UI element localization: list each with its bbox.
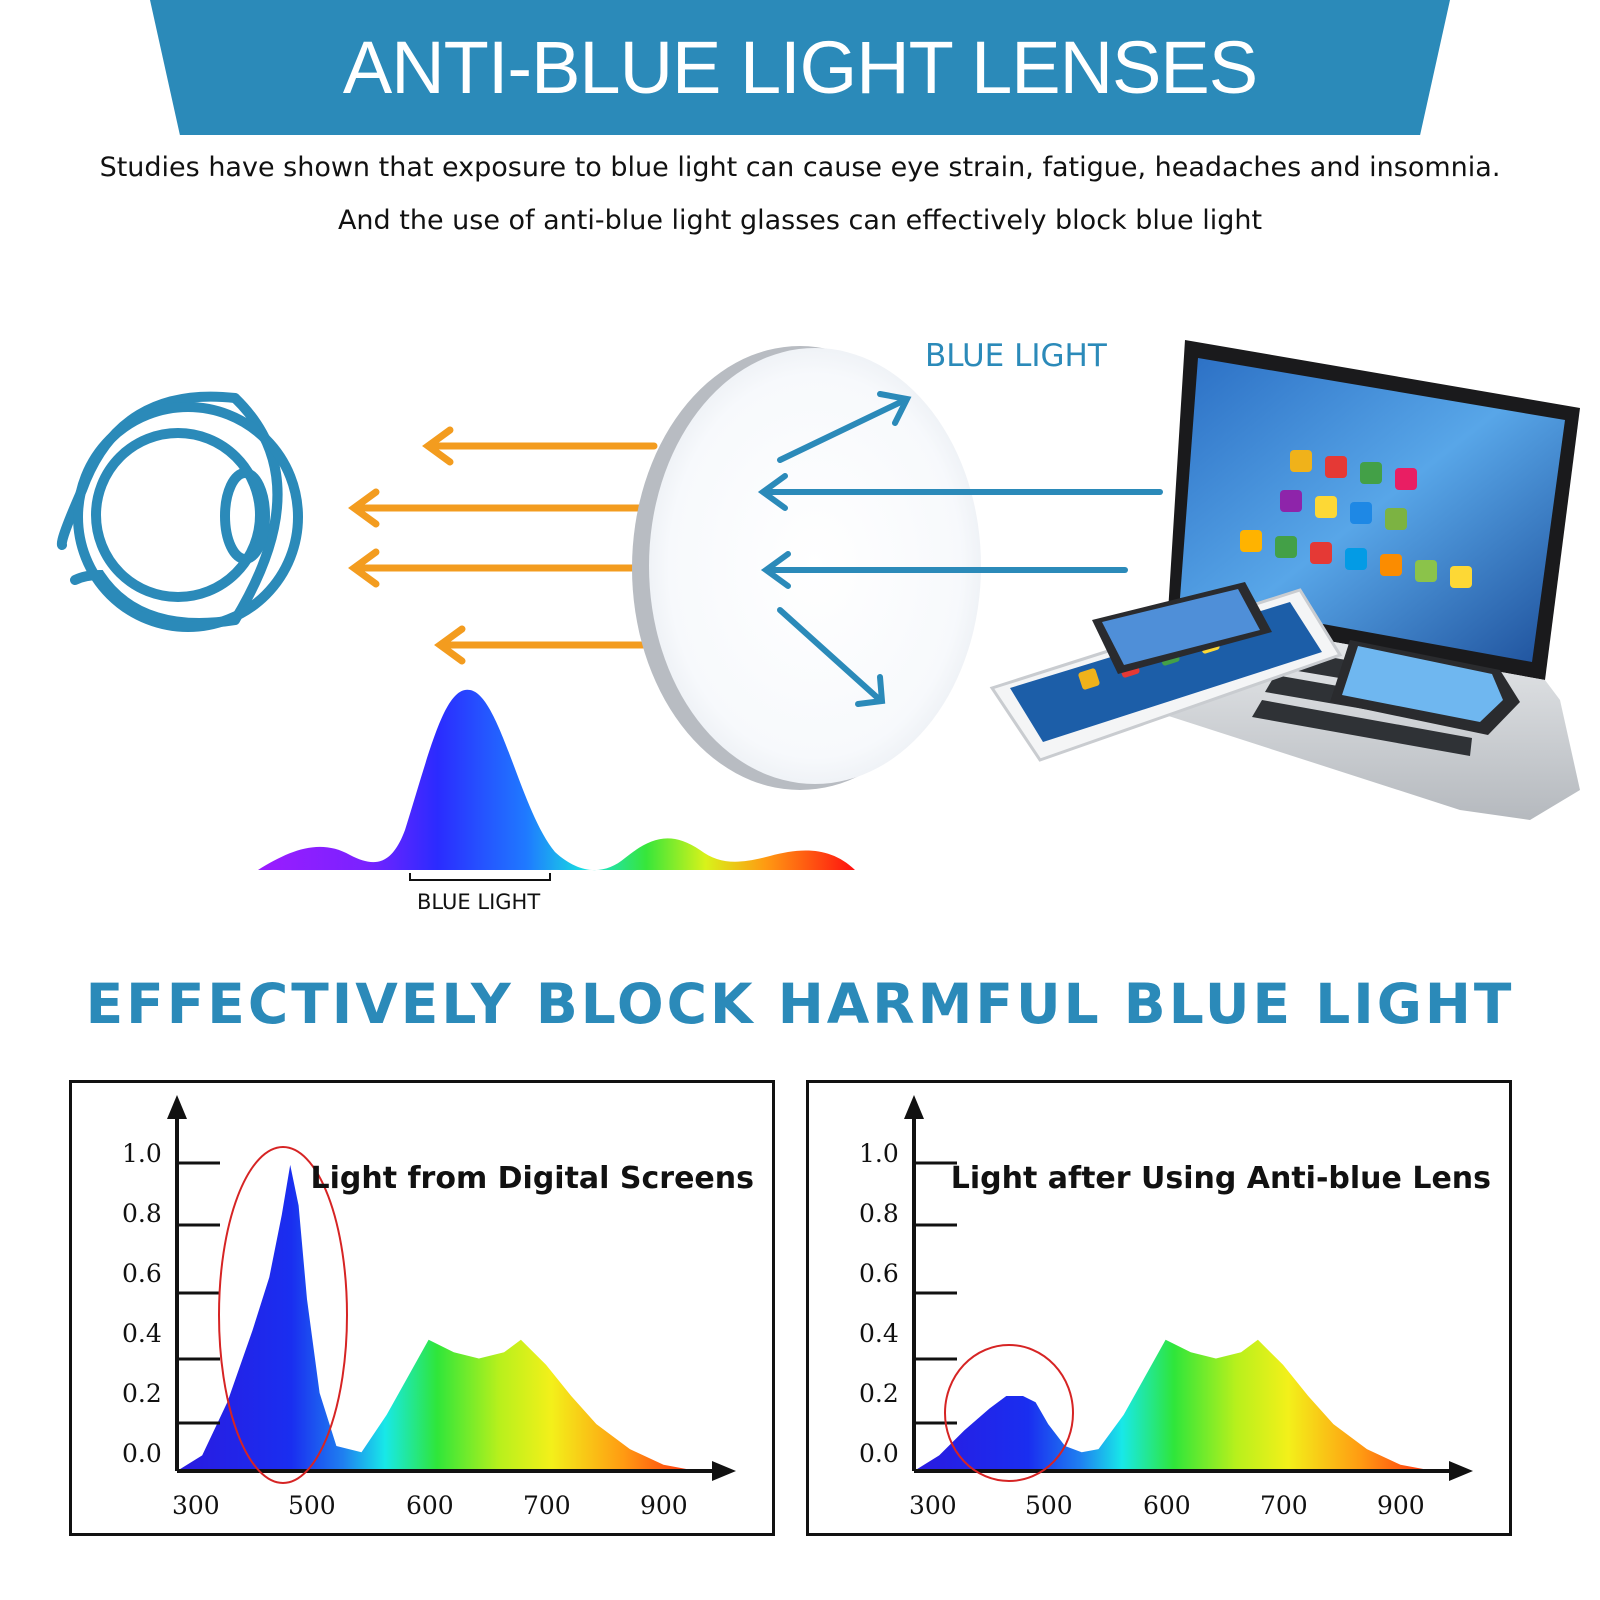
x-tick-label: 900 bbox=[640, 1491, 688, 1520]
eye-icon bbox=[56, 391, 303, 632]
title-banner: ANTI-BLUE LIGHT LENSES bbox=[150, 0, 1450, 135]
y-tick-label: 0.6 bbox=[859, 1259, 899, 1288]
y-tick-label: 0.2 bbox=[859, 1379, 899, 1408]
x-tick-label: 600 bbox=[1143, 1491, 1191, 1520]
x-tick-label: 500 bbox=[1025, 1491, 1073, 1520]
x-tick-label: 600 bbox=[406, 1491, 454, 1520]
y-axis-arrow bbox=[167, 1095, 187, 1119]
highlight-circle bbox=[218, 1146, 348, 1484]
intro-line-1: Studies have shown that exposure to blue… bbox=[99, 152, 1501, 183]
chart-after-title: Light after Using Anti-blue Lens bbox=[950, 1161, 1491, 1196]
x-tick-label: 700 bbox=[1260, 1491, 1308, 1520]
blue-light-arrows bbox=[757, 391, 1163, 707]
chart-panel-after: Light after Using Anti-blue Lens 1.0 0.8… bbox=[806, 1080, 1512, 1536]
y-tick-label: 1.0 bbox=[122, 1139, 162, 1168]
x-tick-label: 300 bbox=[909, 1491, 957, 1520]
chart-before-svg bbox=[167, 1095, 736, 1484]
y-tick-label: 1.0 bbox=[859, 1139, 899, 1168]
chart-before-title: Light from Digital Screens bbox=[310, 1161, 754, 1196]
diagram-svg bbox=[56, 340, 1580, 881]
spectrum-blue-light-label: BLUE LIGHT bbox=[417, 890, 541, 914]
spectrum-area bbox=[177, 1164, 697, 1471]
highlight-circle bbox=[944, 1344, 1074, 1482]
x-axis-arrow bbox=[712, 1461, 736, 1481]
chart-after-svg bbox=[904, 1095, 1473, 1482]
intro-line-2: And the use of anti-blue light glasses c… bbox=[337, 205, 1263, 236]
x-tick-label: 500 bbox=[288, 1491, 336, 1520]
laptop bbox=[1150, 340, 1580, 820]
y-tick-label: 0.2 bbox=[122, 1379, 162, 1408]
y-tick-label: 0.8 bbox=[859, 1199, 899, 1228]
y-tick-label: 0.8 bbox=[122, 1199, 162, 1228]
spectrum-area bbox=[914, 1339, 1434, 1471]
section-title: EFFECTIVELY BLOCK HARMFUL BLUE LIGHT bbox=[85, 972, 1515, 1036]
y-tick-label: 0.0 bbox=[859, 1439, 899, 1468]
laptop-app-icons bbox=[1240, 450, 1472, 588]
y-tick-label: 0.4 bbox=[122, 1319, 162, 1348]
y-tick-label: 0.6 bbox=[122, 1259, 162, 1288]
x-tick-label: 700 bbox=[523, 1491, 571, 1520]
blue-light-label: BLUE LIGHT bbox=[925, 338, 1107, 374]
y-axis-arrow bbox=[904, 1095, 924, 1119]
x-tick-label: 900 bbox=[1377, 1491, 1425, 1520]
page-title: ANTI-BLUE LIGHT LENSES bbox=[342, 25, 1258, 109]
spectrum-bracket bbox=[409, 873, 551, 881]
spectrum-curve bbox=[258, 689, 855, 871]
phone bbox=[1092, 582, 1520, 735]
y-tick-label: 0.4 bbox=[859, 1319, 899, 1348]
x-axis-arrow bbox=[1449, 1461, 1473, 1481]
y-tick-label: 0.0 bbox=[122, 1439, 162, 1468]
chart-panel-before: Light from Digital Screens 1.0 0.8 0.6 0… bbox=[69, 1080, 775, 1536]
filtered-light-arrows bbox=[348, 426, 672, 665]
blue-light-diagram: BLUE LIGHT BLUE LIGHT bbox=[0, 290, 1600, 930]
x-tick-label: 300 bbox=[172, 1491, 220, 1520]
